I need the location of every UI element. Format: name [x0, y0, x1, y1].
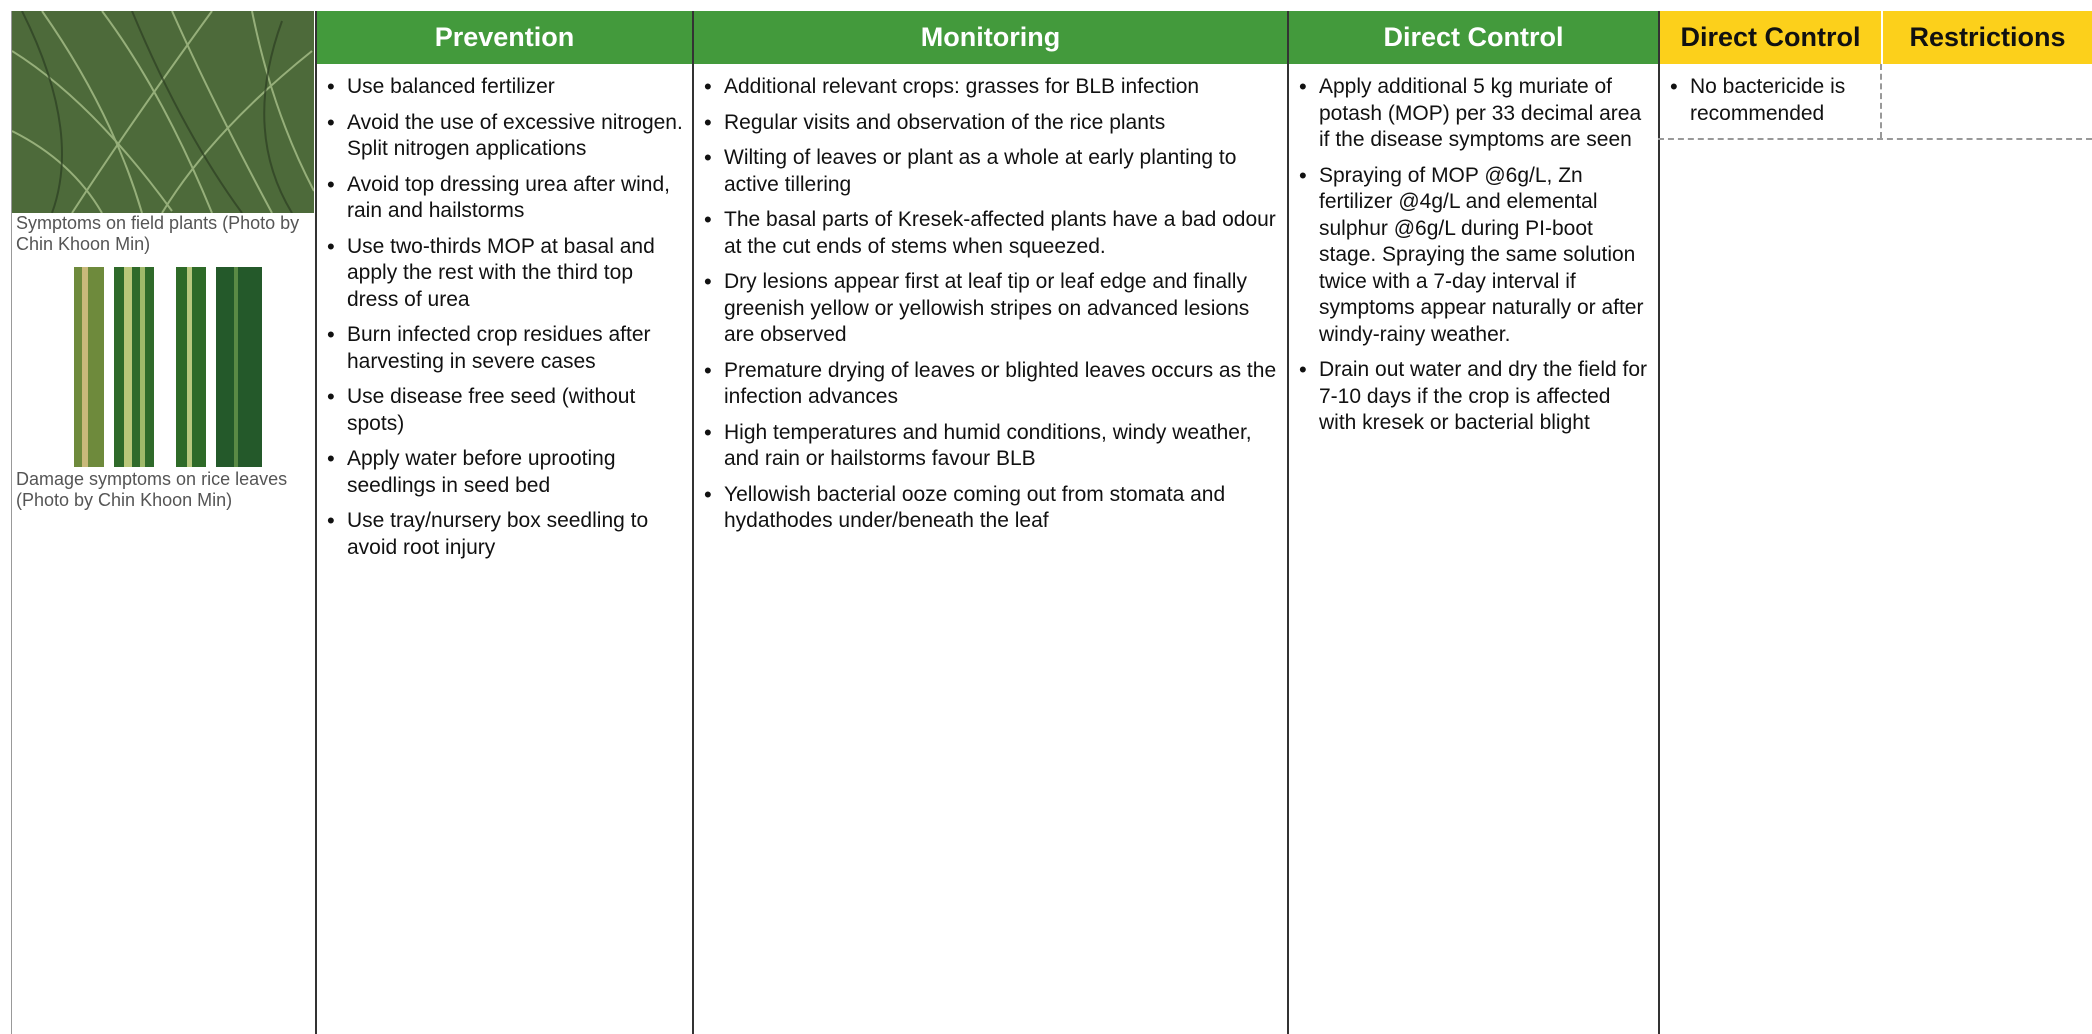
photo-caption: Damage symptoms on rice leaves (Photo by…	[16, 469, 288, 510]
bullet-list: No bactericide is recommended	[1660, 64, 1881, 127]
bullet-item: Dry lesions appear first at leaf tip or …	[704, 269, 1281, 349]
field-photo	[12, 11, 314, 213]
bullet-item: Use tray/nursery box seedling to avoid r…	[327, 508, 686, 561]
bullet-item: Yellowish bacterial ooze coming out from…	[704, 482, 1281, 535]
bullet-item: Avoid top dressing urea after wind, rain…	[327, 172, 686, 225]
bullet-item: No bactericide is recommended	[1670, 74, 1875, 127]
table-column: Monitoring Additional relevant crops: gra…	[692, 11, 1287, 1034]
dashed-divider	[1658, 138, 2092, 140]
bullet-item: Drain out water and dry the field for 7-…	[1299, 357, 1652, 437]
bullet-item: High temperatures and humid conditions, …	[704, 420, 1281, 473]
table-column: Restrictions	[1881, 11, 2092, 1034]
bullet-item: Apply water before uprooting seedlings i…	[327, 446, 686, 499]
photo-column: Symptoms on field plants (Photo by Chin …	[11, 11, 315, 1034]
column-header: Restrictions	[1881, 11, 2092, 64]
bullet-item: Apply additional 5 kg muriate of potash …	[1299, 74, 1652, 154]
bullet-item: Regular visits and observation of the ri…	[704, 110, 1281, 137]
bullet-list: Additional relevant crops: grasses for B…	[694, 64, 1287, 535]
bullet-item: The basal parts of Kresek-affected plant…	[704, 207, 1281, 260]
bullet-list: Apply additional 5 kg muriate of potash …	[1289, 64, 1658, 437]
column-header: Prevention	[317, 11, 692, 64]
bullet-item: Wilting of leaves or plant as a whole at…	[704, 145, 1281, 198]
table-column: Prevention Use balanced fertilizer Avoid t…	[315, 11, 692, 1034]
bullet-list	[1881, 64, 2092, 74]
column-header: Direct Control	[1289, 11, 1658, 64]
bullet-item: Use balanced fertilizer	[327, 74, 686, 101]
leaf-photo	[74, 267, 262, 467]
photo-caption: Symptoms on field plants (Photo by Chin …	[16, 213, 300, 254]
bullet-item: Avoid the use of excessive nitrogen. Spl…	[327, 110, 686, 163]
bullet-item: Additional relevant crops: grasses for B…	[704, 74, 1281, 101]
bullet-item: Burn infected crop residues after harves…	[327, 322, 686, 375]
dashed-divider	[1880, 64, 1882, 138]
column-header: Direct Control	[1660, 11, 1881, 64]
bullet-item: Premature drying of leaves or blighted l…	[704, 358, 1281, 411]
bullet-list: Use balanced fertilizer Avoid the use of …	[317, 64, 692, 561]
bullet-item: Use two-thirds MOP at basal and apply th…	[327, 234, 686, 314]
bullet-item: Spraying of MOP @6g/L, Zn fertilizer @4g…	[1299, 163, 1652, 349]
bullet-item: Use disease free seed (without spots)	[327, 384, 686, 437]
table-column: Direct Control No bactericide is recommen…	[1658, 11, 1881, 1034]
table-column: Direct Control Apply additional 5 kg muri…	[1287, 11, 1658, 1034]
column-header: Monitoring	[694, 11, 1287, 64]
